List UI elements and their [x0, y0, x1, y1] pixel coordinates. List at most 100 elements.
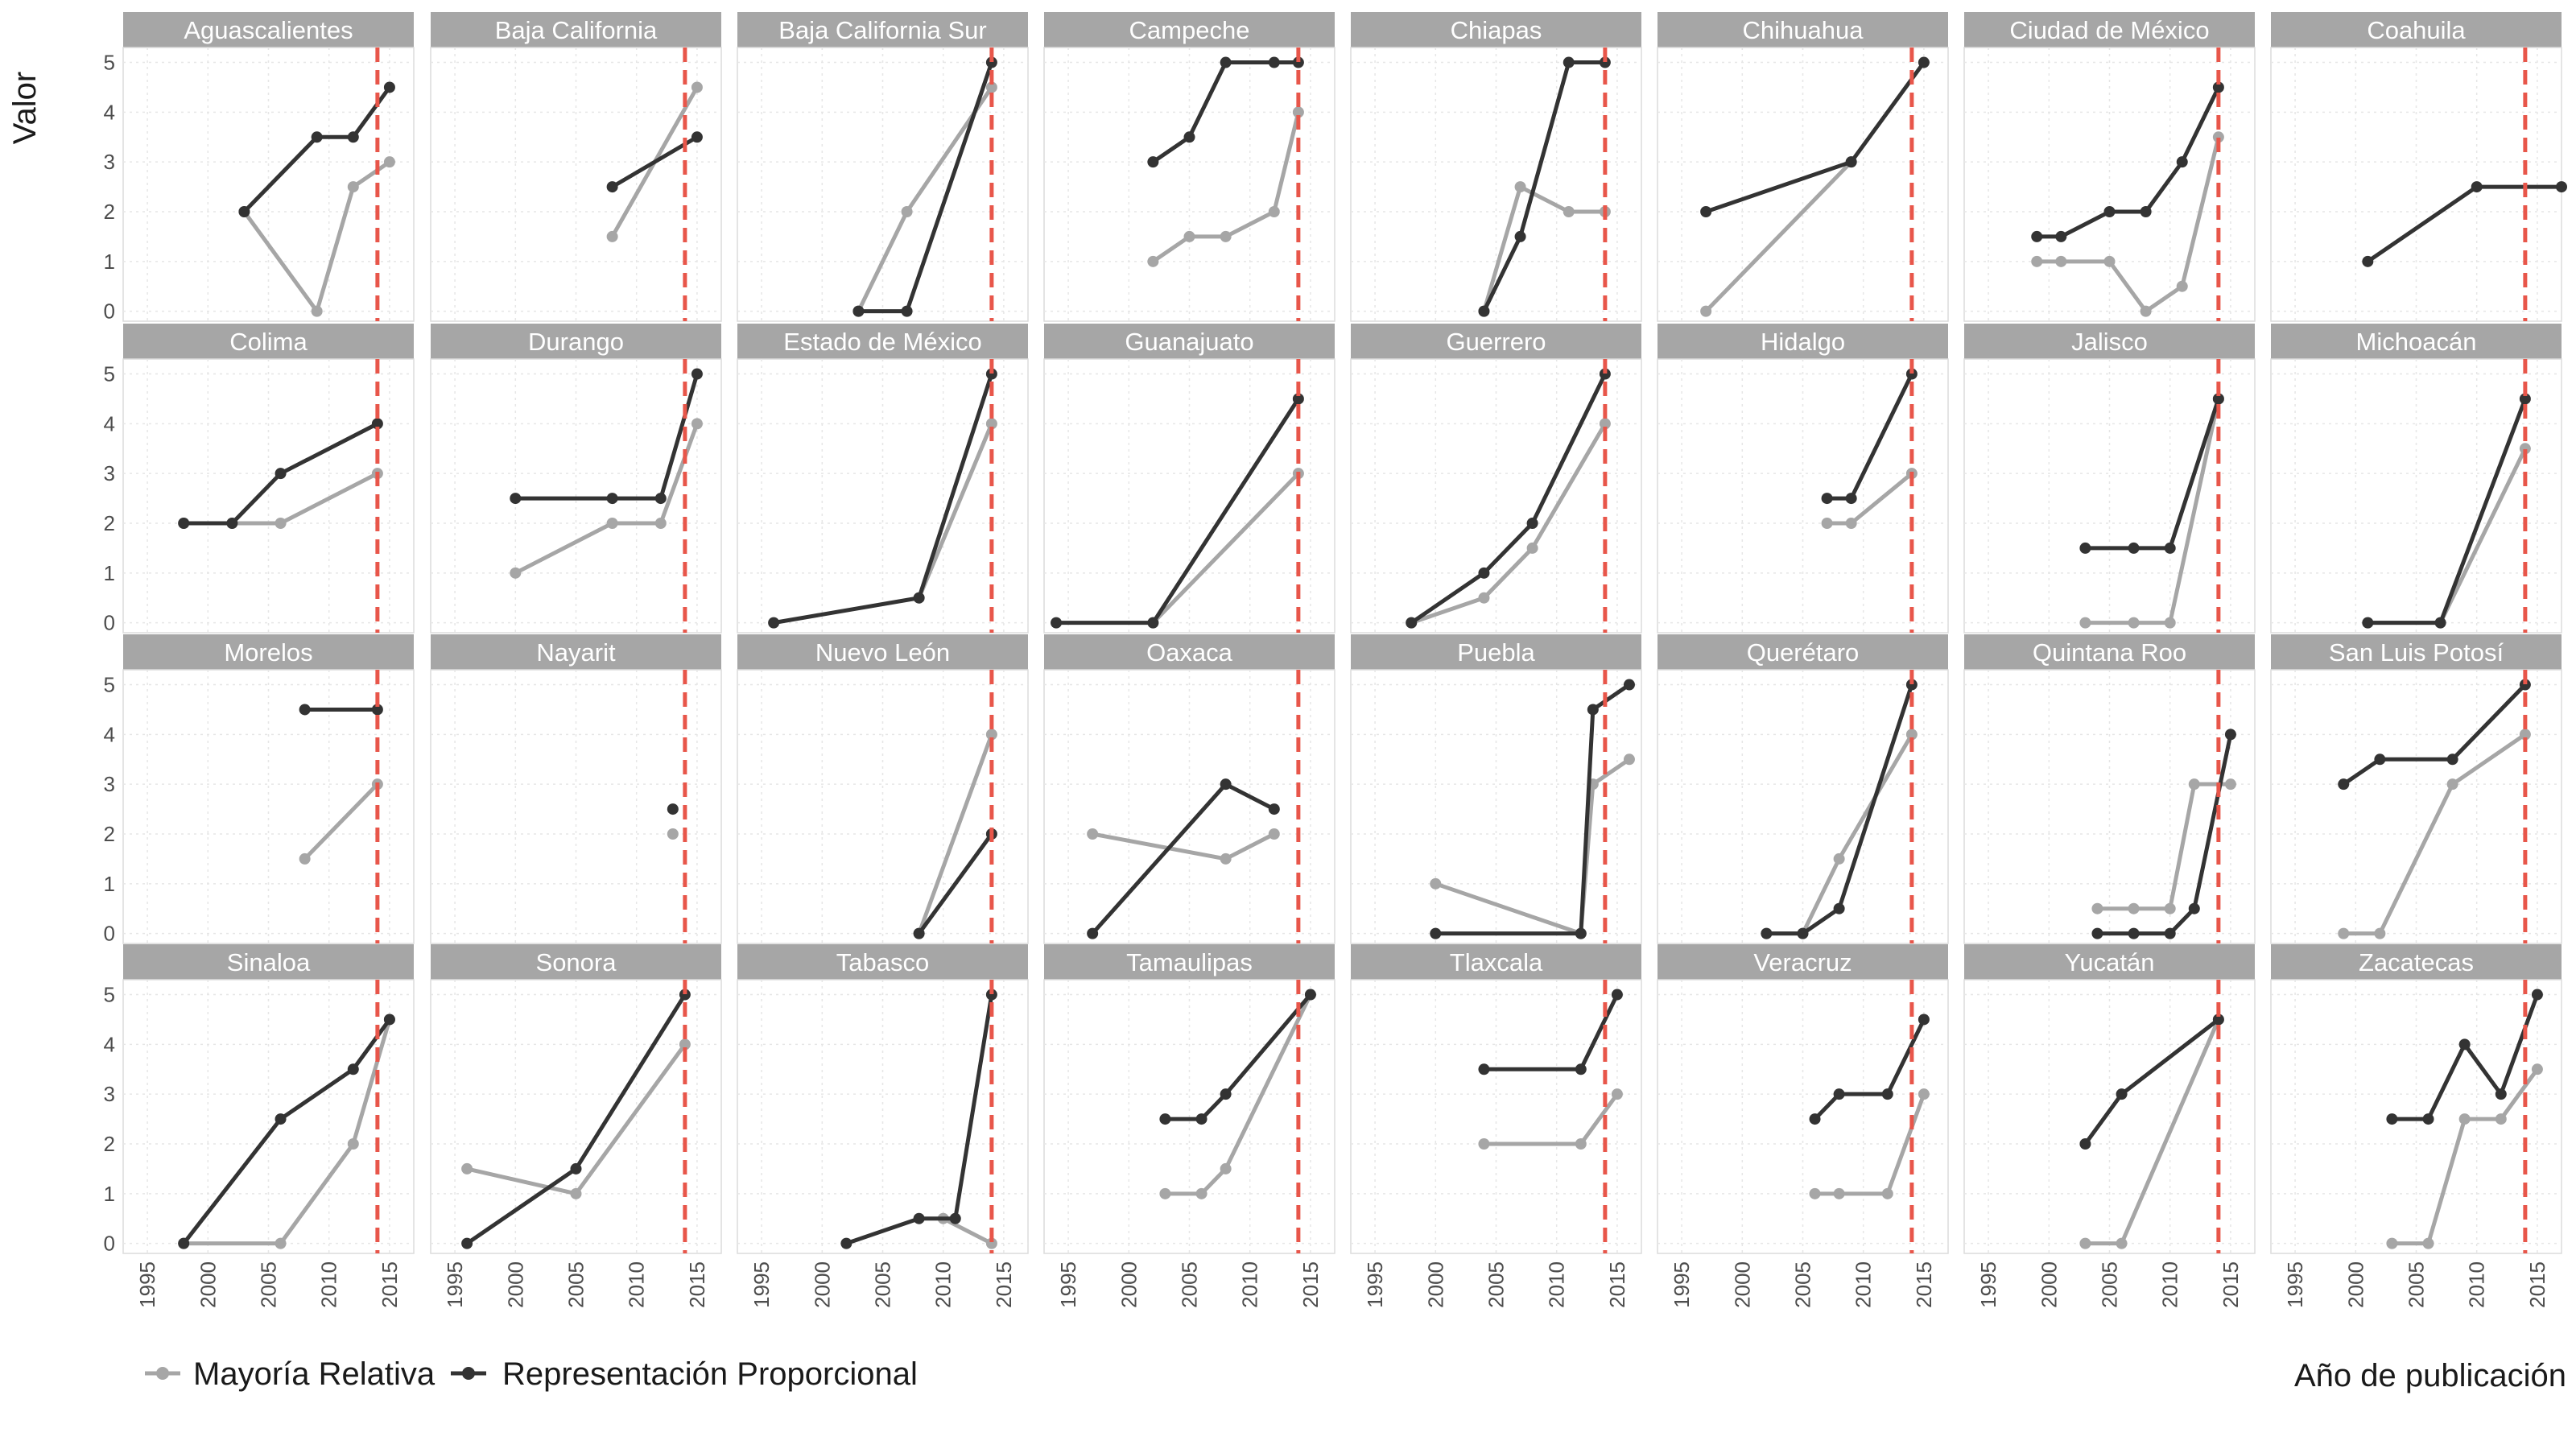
series-representacion-proporcional-point [985, 368, 997, 380]
legend-entry-representacion-proporcional: Representación Proporcional [451, 1356, 918, 1392]
panel-campeche: Campeche [1043, 12, 1335, 322]
series-mayoria-relativa-point [1430, 877, 1442, 890]
series-representacion-proporcional-point [2212, 393, 2224, 405]
series-representacion-proporcional [2091, 729, 2236, 939]
panel-strip [737, 12, 1028, 47]
series-representacion-proporcional-point [949, 1212, 961, 1224]
series-mayoria-relativa-point [985, 81, 997, 93]
series-representacion-proporcional-point [606, 181, 618, 193]
legend-label-representacion-proporcional: Representación Proporcional [502, 1356, 918, 1392]
panel-strip [1351, 12, 1641, 47]
x-tick-label: 1995 [1976, 1261, 2000, 1308]
series-mayoria-relativa-point [2212, 131, 2224, 143]
series-mayoria-relativa [510, 418, 703, 579]
panel-title: Chiapas [1451, 16, 1542, 44]
series-representacion-proporcional-point [2103, 206, 2116, 217]
series-representacion-proporcional [238, 81, 395, 217]
series-mayoria-relativa-point [347, 1138, 359, 1150]
y-tick-label: 1 [104, 561, 115, 585]
series-mayoria-relativa [2091, 778, 2236, 914]
y-tick-label: 2 [104, 511, 115, 535]
series-mayoria-relativa [1478, 1088, 1623, 1150]
series-mayoria-relativa-point [1700, 305, 1712, 317]
series-representacion-proporcional-point [1905, 679, 1918, 691]
series-representacion-proporcional-line [1162, 993, 1313, 1121]
panel-gridlines [431, 670, 721, 943]
series-representacion-proporcional-point [2471, 181, 2483, 193]
series-mayoria-relativa-point [2374, 927, 2386, 939]
y-tick-label: 3 [104, 150, 115, 174]
y-tick-label: 1 [104, 872, 115, 896]
panel-title: Querétaro [1747, 638, 1860, 667]
panel-gridlines [1964, 980, 2255, 1253]
panel-strip [1044, 324, 1335, 359]
series-representacion-proporcional-point [1147, 156, 1159, 168]
legend-label-mayoria-relativa: Mayoría Relativa [193, 1356, 436, 1392]
series-representacion-proporcional-point [1700, 206, 1712, 217]
panel-gridlines [1351, 980, 1641, 1253]
series-representacion-proporcional-point [1292, 393, 1304, 405]
series-mayoria-relativa-point [2164, 617, 2176, 629]
series-mayoria-relativa-point [1611, 1088, 1623, 1100]
series-representacion-proporcional-point [1809, 1113, 1821, 1125]
series-representacion-proporcional-point [1599, 56, 1611, 68]
series-representacion-proporcional-line [1813, 1017, 1926, 1121]
series-mayoria-relativa-point [2116, 1237, 2128, 1249]
series-representacion-proporcional [1406, 368, 1611, 629]
panel-title: Baja California Sur [778, 16, 986, 44]
series-representacion-proporcional-point [1797, 927, 1809, 939]
series-mayoria-relativa-point [2386, 1237, 2398, 1249]
series-mayoria-relativa-point [1905, 729, 1918, 741]
series-representacion-proporcional-point [2374, 753, 2386, 766]
panel-veracruz: Veracruz [1657, 944, 1949, 1254]
y-tick-label: 1 [104, 1182, 115, 1206]
panel-title: Campeche [1129, 16, 1250, 44]
y-tick-label: 0 [104, 611, 115, 635]
panel-title: Morelos [224, 638, 312, 667]
series-representacion-proporcional-point [2362, 617, 2374, 629]
series-representacion-proporcional-point [679, 989, 691, 1001]
series-mayoria-relativa-point [985, 729, 997, 741]
series-mayoria-relativa-point [2128, 902, 2140, 914]
series-representacion-proporcional-point [1575, 927, 1587, 939]
series-representacion-proporcional-point [2224, 729, 2236, 741]
panel-strip [431, 12, 721, 47]
series-mayoria-relativa-line [1703, 159, 1854, 314]
panel-strip [123, 634, 414, 670]
series-mayoria-relativa-point [275, 1237, 287, 1249]
series-representacion-proporcional-point [178, 518, 190, 529]
series-representacion-proporcional-point [654, 493, 667, 505]
x-tick-label: 2005 [257, 1261, 281, 1308]
series-representacion-proporcional [1087, 778, 1280, 939]
panel-title: Coahuila [2367, 16, 2466, 44]
series-representacion-proporcional-point [901, 305, 913, 317]
panel-strip [737, 324, 1028, 359]
x-tick-label: 2000 [2037, 1261, 2061, 1308]
panel-michoacan: Michoacán [2270, 324, 2562, 634]
series-representacion-proporcional [1821, 368, 1918, 505]
series-representacion-proporcional-point [691, 368, 703, 380]
series-mayoria-relativa-line [1150, 471, 1301, 625]
series-mayoria-relativa-point [383, 156, 395, 168]
series-mayoria-relativa-line [1433, 757, 1632, 936]
panel-ciudad-de-mexico: Ciudad de México [1963, 12, 2256, 322]
panel-gridlines [2271, 359, 2562, 633]
series-representacion-proporcional-point [1611, 989, 1623, 1001]
series-representacion-proporcional-point [2519, 679, 2531, 691]
panel-title: Puebla [1457, 638, 1535, 667]
panel-gridlines [1964, 47, 2255, 321]
y-tick-label: 4 [104, 411, 115, 436]
series-mayoria-relativa-point [1220, 230, 1232, 242]
series-representacion-proporcional-point [1147, 617, 1159, 629]
series-representacion-proporcional-point [2055, 230, 2067, 242]
series-representacion-proporcional-point [913, 927, 925, 939]
panel-coahuila: Coahuila [2270, 12, 2567, 322]
panel-baja-california: Baja California [430, 12, 722, 322]
series-mayoria-relativa-point [985, 1237, 997, 1249]
series-representacion-proporcional [461, 989, 691, 1249]
series-mayoria-relativa-point [2446, 778, 2458, 791]
panel-gridlines [1351, 359, 1641, 633]
series-representacion-proporcional-point [1478, 1063, 1490, 1075]
series-representacion-proporcional [1430, 679, 1635, 939]
panel-strip [1964, 12, 2255, 47]
